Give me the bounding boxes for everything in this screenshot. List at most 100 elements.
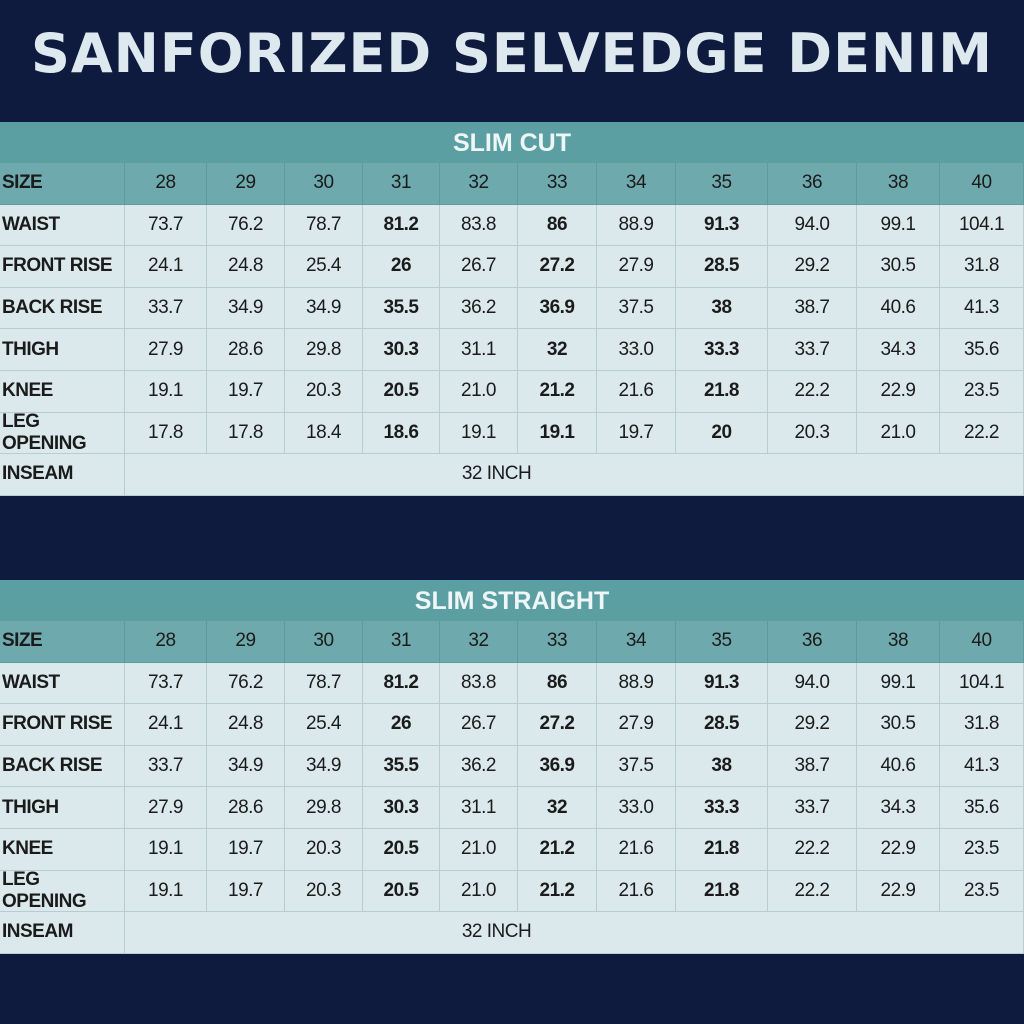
measure-cell: 30.3 [363, 787, 440, 829]
measure-cell: 20.5 [363, 371, 440, 413]
measure-cell: 21.6 [597, 829, 676, 871]
measure-cell: 78.7 [285, 662, 363, 705]
measure-cell: 35.6 [940, 787, 1024, 829]
measure-cell: 34.9 [207, 745, 285, 788]
size-header: 30 [285, 621, 363, 663]
size-header: 34 [597, 621, 676, 663]
measure-cell: 22.2 [768, 829, 857, 871]
measure-cell: 22.2 [940, 412, 1024, 455]
measure-cell: 19.1 [125, 829, 207, 871]
measure-cell: 33.7 [125, 287, 207, 330]
measure-cell: 27.9 [597, 704, 676, 746]
row-label: THIGH [0, 787, 125, 829]
measure-cell: 99.1 [857, 662, 940, 705]
measure-cell: 38 [676, 287, 768, 330]
measure-cell: 104.1 [940, 662, 1024, 705]
measure-cell: 25.4 [285, 246, 363, 288]
measure-cell: 29.8 [285, 329, 363, 371]
measure-cell: 33.3 [676, 787, 768, 829]
row-label: THIGH [0, 329, 125, 371]
measure-cell: 35.5 [363, 745, 440, 788]
size-header: 29 [207, 621, 285, 663]
measure-cell: 86 [518, 204, 597, 247]
measure-cell: 21.0 [857, 412, 940, 455]
size-header: 29 [207, 163, 285, 205]
size-header: 36 [768, 621, 857, 663]
header-label: SIZE [0, 621, 125, 663]
measure-cell: 26 [363, 704, 440, 746]
size-header: 31 [363, 163, 440, 205]
measure-cell: 32 [518, 787, 597, 829]
inseam-value: 32 INCH [125, 912, 1024, 954]
measure-cell: 30.3 [363, 329, 440, 371]
table-title: SLIM STRAIGHT [0, 580, 1024, 621]
row-label: INSEAM [0, 912, 125, 954]
measure-cell: 83.8 [440, 204, 518, 247]
measure-cell: 40.6 [857, 745, 940, 788]
measure-cell: 31.8 [940, 704, 1024, 746]
measure-cell: 27.9 [125, 329, 207, 371]
measure-cell: 35.5 [363, 287, 440, 330]
measure-cell: 22.2 [768, 371, 857, 413]
measure-cell: 20.3 [768, 412, 857, 455]
size-header: 38 [857, 163, 940, 205]
measure-cell: 19.1 [125, 371, 207, 413]
measure-cell: 30.5 [857, 704, 940, 746]
measure-cell: 33.7 [125, 745, 207, 788]
measure-cell: 31.1 [440, 329, 518, 371]
measure-cell: 31.8 [940, 246, 1024, 288]
size-header: 35 [676, 621, 768, 663]
measure-cell: 38.7 [768, 287, 857, 330]
measure-cell: 22.9 [857, 870, 940, 913]
measure-cell: 23.5 [940, 829, 1024, 871]
measure-cell: 21.0 [440, 371, 518, 413]
size-header: 34 [597, 163, 676, 205]
row-label: FRONT RISE [0, 704, 125, 746]
measure-cell: 19.1 [125, 870, 207, 913]
measure-cell: 28.5 [676, 246, 768, 288]
measure-cell: 41.3 [940, 745, 1024, 788]
measure-cell: 81.2 [363, 204, 440, 247]
measure-cell: 78.7 [285, 204, 363, 247]
measure-cell: 20.3 [285, 371, 363, 413]
measure-cell: 91.3 [676, 204, 768, 247]
page-title: SANFORIZED SELVEDGE DENIM [30, 22, 993, 85]
size-header: 30 [285, 163, 363, 205]
measure-cell: 22.2 [768, 870, 857, 913]
row-label: BACK RISE [0, 745, 125, 788]
measure-cell: 73.7 [125, 662, 207, 705]
size-header: 32 [440, 163, 518, 205]
size-header: 33 [518, 163, 597, 205]
measure-cell: 34.3 [857, 787, 940, 829]
measure-cell: 19.7 [207, 870, 285, 913]
size-header: 38 [857, 621, 940, 663]
measure-cell: 91.3 [676, 662, 768, 705]
measure-cell: 21.8 [676, 371, 768, 413]
measure-cell: 104.1 [940, 204, 1024, 247]
measure-cell: 25.4 [285, 704, 363, 746]
measure-cell: 26 [363, 246, 440, 288]
measure-cell: 28.6 [207, 329, 285, 371]
measure-cell: 22.9 [857, 829, 940, 871]
measure-cell: 27.9 [597, 246, 676, 288]
measure-cell: 21.6 [597, 371, 676, 413]
row-label: BACK RISE [0, 287, 125, 330]
measure-cell: 29.2 [768, 246, 857, 288]
measure-cell: 34.9 [207, 287, 285, 330]
measure-cell: 21.2 [518, 829, 597, 871]
measure-cell: 76.2 [207, 662, 285, 705]
size-header: 40 [940, 163, 1024, 205]
measure-cell: 17.8 [125, 412, 207, 455]
size-header: 32 [440, 621, 518, 663]
table-title: SLIM CUT [0, 122, 1024, 163]
measure-cell: 76.2 [207, 204, 285, 247]
measure-cell: 20 [676, 412, 768, 455]
measure-cell: 88.9 [597, 204, 676, 247]
row-label: WAIST [0, 204, 125, 247]
measure-cell: 21.2 [518, 371, 597, 413]
measure-cell: 23.5 [940, 870, 1024, 913]
row-label: WAIST [0, 662, 125, 705]
measure-cell: 18.6 [363, 412, 440, 455]
measure-cell: 19.1 [518, 412, 597, 455]
measure-cell: 33.0 [597, 787, 676, 829]
